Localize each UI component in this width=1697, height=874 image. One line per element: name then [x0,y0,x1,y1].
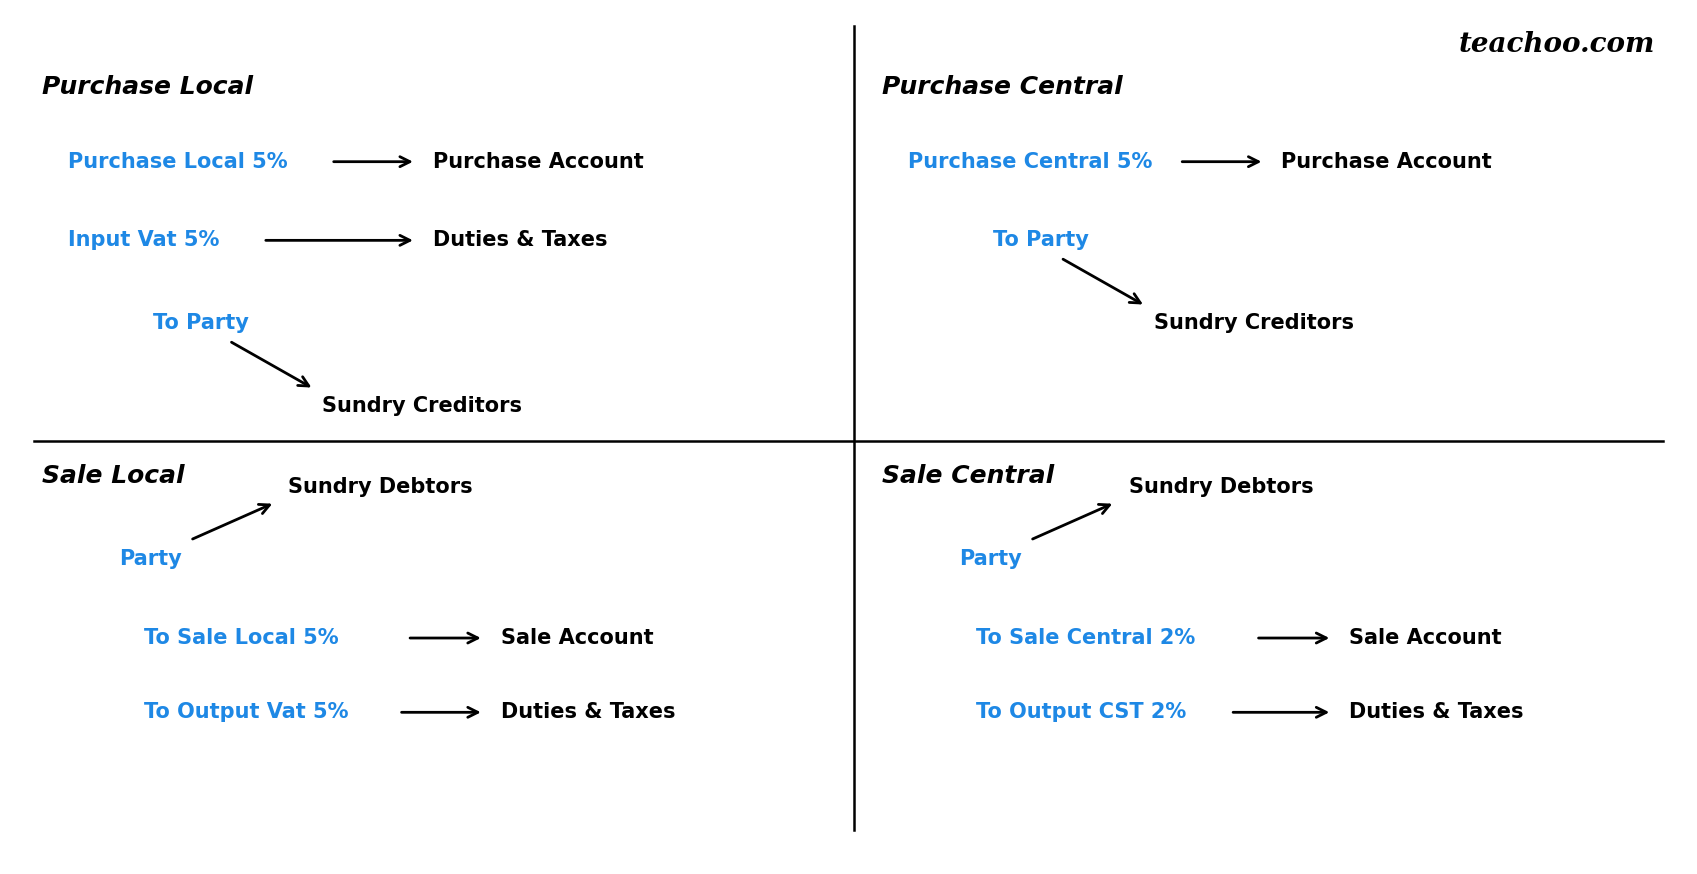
Text: Sundry Creditors: Sundry Creditors [322,397,523,416]
Text: To Output Vat 5%: To Output Vat 5% [144,703,350,722]
Text: To Party: To Party [993,231,1088,250]
Text: Party: Party [119,550,182,569]
Text: Sundry Debtors: Sundry Debtors [288,477,473,496]
Text: Purchase Account: Purchase Account [1281,152,1492,171]
Text: Sale Account: Sale Account [501,628,653,648]
Text: Purchase Central 5%: Purchase Central 5% [908,152,1152,171]
Text: To Sale Central 2%: To Sale Central 2% [976,628,1195,648]
Text: To Output CST 2%: To Output CST 2% [976,703,1186,722]
Text: Purchase Central: Purchase Central [882,75,1123,100]
Text: Sundry Creditors: Sundry Creditors [1154,314,1354,333]
Text: teachoo.com: teachoo.com [1458,31,1655,58]
Text: To Sale Local 5%: To Sale Local 5% [144,628,339,648]
Text: Party: Party [959,550,1022,569]
Text: Sale Account: Sale Account [1349,628,1502,648]
Text: To Party: To Party [153,314,248,333]
Text: Purchase Local 5%: Purchase Local 5% [68,152,287,171]
Text: Sundry Debtors: Sundry Debtors [1129,477,1313,496]
Text: Purchase Local: Purchase Local [42,75,253,100]
Text: Sale Central: Sale Central [882,464,1056,489]
Text: Duties & Taxes: Duties & Taxes [501,703,675,722]
Text: Duties & Taxes: Duties & Taxes [1349,703,1524,722]
Text: Duties & Taxes: Duties & Taxes [433,231,608,250]
Text: Input Vat 5%: Input Vat 5% [68,231,219,250]
Text: Sale Local: Sale Local [42,464,185,489]
Text: Purchase Account: Purchase Account [433,152,643,171]
